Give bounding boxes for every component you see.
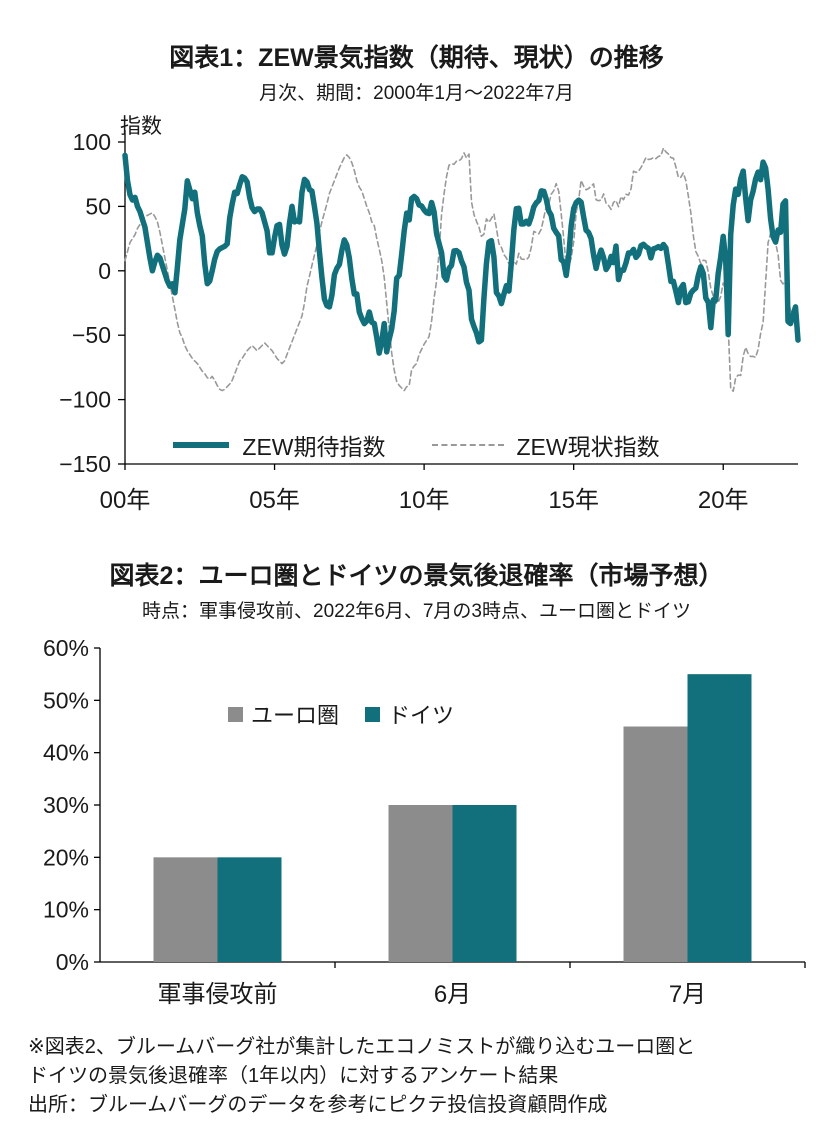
legend-item-euro-area: ユーロ圏: [228, 698, 339, 730]
fig2-bar-euro-area-0: [153, 857, 218, 962]
euro-area-swatch-icon: [228, 706, 243, 722]
figure1-y-axis-unit: 指数: [120, 115, 162, 138]
fig1-x-tick-label: 00年: [100, 487, 151, 514]
fig2-y-tick-label: 60%: [43, 635, 89, 661]
fig1-y-tick-label: 50: [85, 193, 111, 219]
germany-swatch-icon: [365, 706, 381, 722]
fig1-y-tick-label: −100: [59, 387, 111, 413]
fig1-x-tick-label: 15年: [548, 487, 599, 514]
fig2-bar-euro-area-2: [623, 726, 688, 962]
fig1-x-tick-label: 05年: [249, 487, 300, 514]
fig2-bar-germany-0: [217, 857, 282, 962]
fig2-x-category-label: 6月: [434, 981, 471, 1008]
figure2-legend: ユーロ圏 ドイツ: [228, 698, 454, 730]
figure1-title: 図表1：ZEW景気指数（期待、現状）の推移: [169, 44, 664, 72]
fig2-y-tick-label: 0%: [56, 949, 89, 975]
fig2-x-category-label: 7月: [669, 981, 706, 1008]
footnote-line-3: 出所：ブルームバーグのデータを参考にピクテ投信投資顧問作成: [28, 1094, 608, 1116]
fig2-y-tick-label: 40%: [43, 740, 89, 766]
legend-item-zew-expectations: ZEW期待指数: [173, 428, 386, 462]
zew-expectations-line: [122, 152, 801, 356]
legend-item-zew-current: ZEW現状指数: [431, 428, 660, 462]
fig2-x-category-label: 軍事侵攻前: [158, 981, 278, 1008]
footnote-line-2: ドイツの景気後退確率（1年以内）に対するアンケート結果: [28, 1065, 559, 1087]
solid-line-icon: [173, 442, 230, 448]
fig1-x-tick-label: 10年: [399, 487, 450, 514]
fig1-y-tick-label: −150: [59, 451, 111, 477]
germany-legend-label: ドイツ: [388, 703, 455, 728]
fig1-x-tick-label: 20年: [698, 487, 749, 514]
figure2-title: 図表2：ユーロ圏とドイツの景気後退確率（市場予想）: [109, 562, 724, 590]
fig2-y-tick-label: 10%: [43, 897, 89, 923]
fig2-y-tick-label: 20%: [43, 844, 89, 870]
fig1-y-tick-label: −50: [72, 322, 111, 348]
figure2-subtitle: 時点：軍事侵攻前、2022年6月、7月の3時点、ユーロ圏とドイツ: [142, 601, 691, 622]
fig2-bar-euro-area-1: [388, 805, 453, 962]
euro-area-legend-label: ユーロ圏: [251, 703, 340, 728]
fig2-bar-germany-1: [452, 805, 517, 962]
fig2-y-tick-label: 30%: [43, 792, 89, 818]
footnote-line-1: ※図表2、ブルームバーグ社が集計したエコノミストが織り込むユーロ圏と: [28, 1036, 696, 1058]
figure1-subtitle: 月次、期間：2000年1月～2022年7月: [259, 83, 574, 104]
legend-item-germany: ドイツ: [365, 698, 454, 730]
zew-current-legend-label: ZEW現状指数: [516, 434, 660, 460]
figure1-legend: ZEW期待指数 ZEW現状指数: [0, 428, 833, 462]
fig1-y-tick-label: 0: [98, 258, 111, 284]
zew-expectations-legend-label: ZEW期待指数: [242, 434, 386, 460]
fig2-bar-germany-2: [687, 674, 752, 962]
dashed-line-icon: [431, 444, 504, 446]
fig2-y-tick-label: 50%: [43, 687, 89, 713]
fig1-y-tick-label: 100: [73, 129, 111, 155]
zew-current-situation-line: [124, 147, 799, 393]
